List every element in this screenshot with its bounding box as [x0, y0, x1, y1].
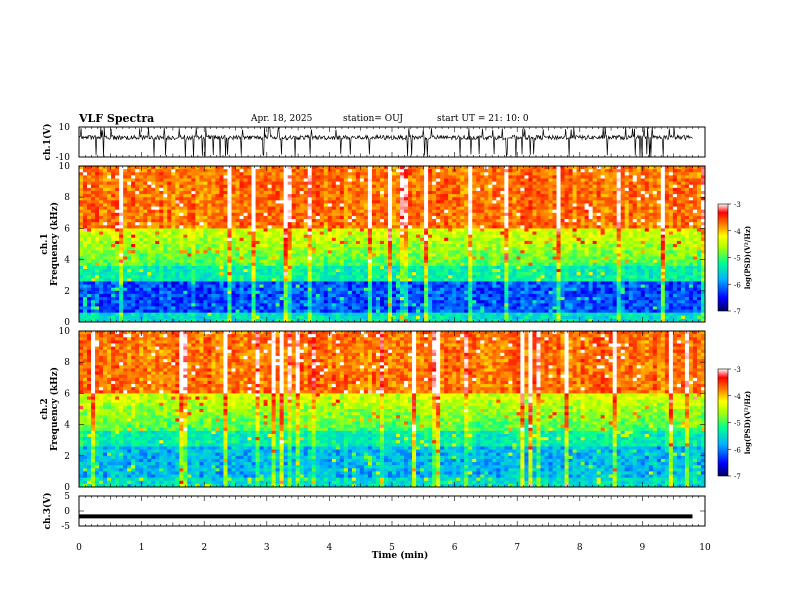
colorbar-tick-label: -4: [734, 393, 741, 401]
colorbar-tick-label: -5: [734, 420, 741, 428]
ch3-y-axis-label: ch.3(V): [42, 493, 53, 530]
ch1-spectrogram-image: [79, 166, 706, 323]
y-tick-label: 6: [64, 224, 70, 234]
y-tick-label: 2: [64, 287, 70, 297]
y-tick-label: 8: [64, 193, 70, 203]
colorbar-tick-label: -7: [734, 473, 741, 481]
station-label: station= OUJ: [343, 114, 404, 124]
colorbar-label: log(PSD)(V²/Hz): [743, 391, 752, 455]
y-tick-label: 5: [64, 492, 70, 502]
x-tick-label: 3: [264, 543, 270, 553]
colorbar-tick-label: -3: [734, 201, 741, 209]
y-tick-label: 2: [64, 452, 70, 462]
y-tick-label: 4: [64, 256, 70, 266]
colorbar-tick-label: -6: [734, 446, 741, 454]
ch1-colorbar: [717, 203, 729, 312]
colorbar-tick-label: -4: [734, 228, 741, 236]
date-label: Apr. 18, 2025: [251, 114, 313, 124]
y-tick-label: 10: [59, 123, 71, 133]
y-tick-label: 0: [64, 318, 70, 328]
x-tick-label: 10: [699, 543, 711, 553]
chart-title: VLF Spectra: [79, 112, 155, 125]
x-tick-label: 7: [514, 543, 520, 553]
x-tick-label: 4: [327, 543, 333, 553]
x-tick-label: 2: [201, 543, 207, 553]
x-tick-label: 9: [640, 543, 646, 553]
y-tick-label: 10: [59, 162, 71, 172]
colorbar-tick-label: -5: [734, 255, 741, 263]
x-axis-label: Time (min): [372, 550, 429, 561]
y-tick-label: 8: [64, 358, 70, 368]
y-tick-label: 10: [59, 327, 71, 337]
y-tick-label: -5: [61, 522, 70, 532]
colorbar-tick-label: -6: [734, 281, 741, 289]
ch2-spec-y-axis-label: ch.2: [40, 398, 50, 419]
x-tick-label: 1: [139, 543, 145, 553]
ch2-spectrogram-image: [79, 331, 706, 488]
colorbar-label: log(PSD)(V²/Hz): [743, 226, 752, 290]
y-tick-label: 0: [64, 507, 70, 517]
ch2-colorbar: [717, 368, 729, 477]
colorbar-tick-label: -3: [734, 366, 741, 374]
x-tick-label: 0: [76, 543, 82, 553]
x-tick-label: 8: [577, 543, 583, 553]
start-time-label: start UT = 21: 10: 0: [437, 114, 529, 124]
y-tick-label: -10: [56, 153, 71, 163]
y-tick-label: 4: [64, 421, 70, 431]
y-tick-label: 6: [64, 389, 70, 399]
ch1-y-axis-label: ch.1(V): [42, 124, 53, 161]
ch1-freq-axis-label: Frequency (kHz): [49, 202, 60, 286]
x-tick-label: 6: [452, 543, 458, 553]
ch2-spectrogram-panel: [78, 330, 706, 488]
ch1-spectrogram-panel: [78, 165, 706, 323]
ch1-series-line: [78, 126, 693, 158]
x-tick-label: 5: [389, 543, 395, 553]
y-tick-label: 0: [64, 483, 70, 493]
ch1-spec-y-axis-label: ch.1: [40, 233, 50, 254]
ch2-freq-axis-label: Frequency (kHz): [49, 367, 60, 451]
colorbar-tick-label: -7: [734, 308, 741, 316]
